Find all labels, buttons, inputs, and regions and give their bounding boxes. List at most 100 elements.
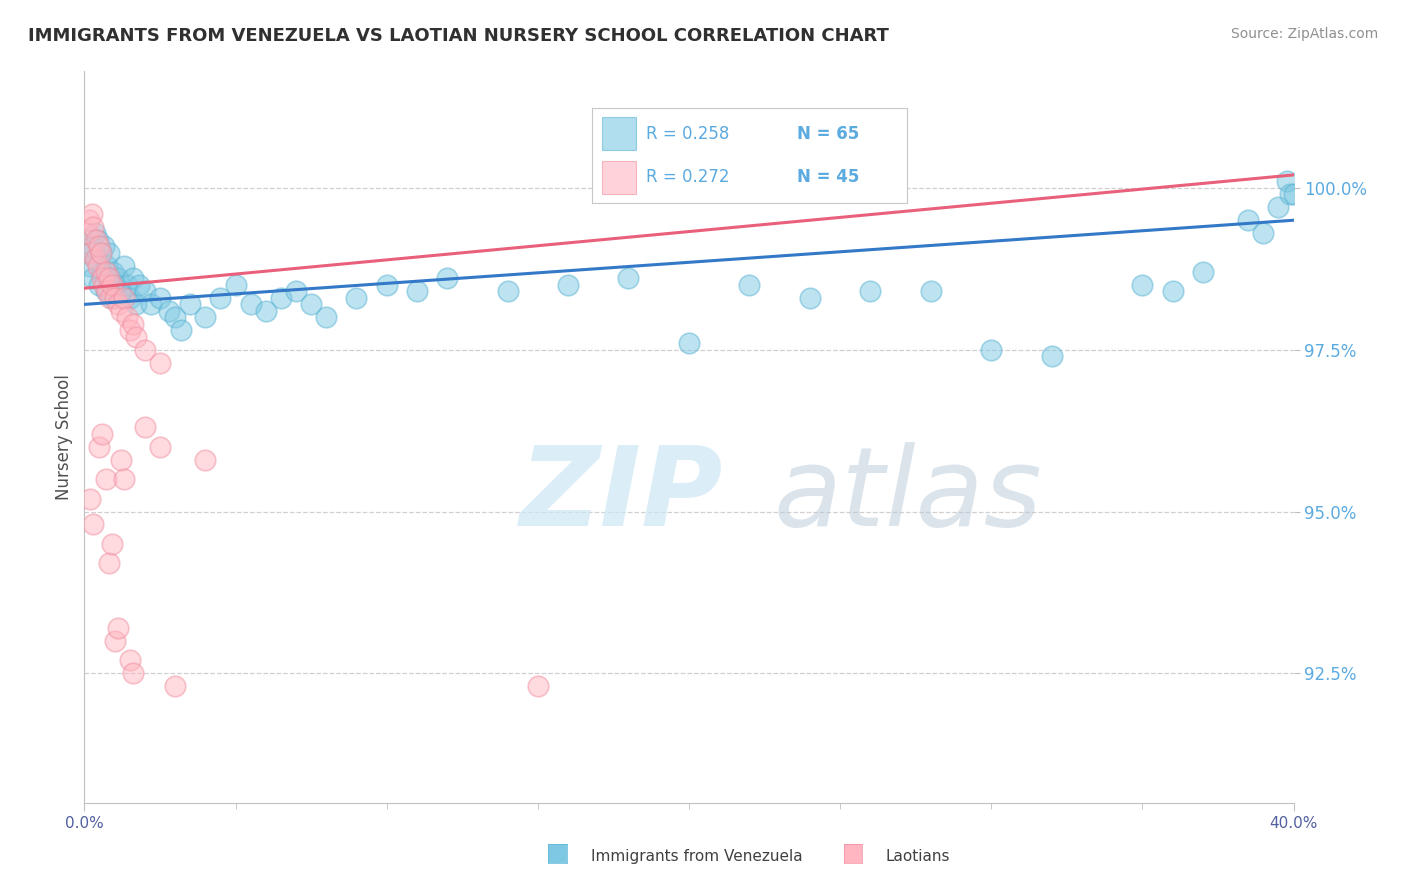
Point	[239, 297, 262, 311]
Point	[112, 291, 135, 305]
Point	[112, 472, 135, 486]
Point	[1040, 349, 1063, 363]
Point	[194, 310, 217, 325]
Point	[93, 277, 115, 292]
Point	[97, 245, 120, 260]
Point	[77, 213, 100, 227]
Point	[738, 277, 761, 292]
Point	[104, 291, 127, 305]
Point	[375, 277, 398, 292]
Text: Laotians: Laotians	[886, 849, 950, 863]
Point	[1237, 213, 1260, 227]
Point	[94, 265, 117, 279]
Point	[86, 233, 108, 247]
Point	[89, 239, 111, 253]
Point	[121, 271, 143, 285]
Point	[270, 291, 292, 305]
Point	[980, 343, 1002, 357]
Point	[285, 285, 308, 299]
Point	[100, 277, 122, 292]
Point	[87, 233, 110, 247]
Point	[121, 317, 143, 331]
Point	[139, 297, 162, 311]
Point	[1253, 226, 1275, 240]
Point	[799, 291, 821, 305]
Point	[149, 356, 172, 370]
Text: ZIP: ZIP	[520, 442, 723, 549]
Point	[98, 271, 121, 285]
Text: atlas: atlas	[773, 442, 1042, 549]
Point	[496, 285, 519, 299]
Point	[79, 491, 101, 506]
Point	[84, 226, 107, 240]
Point	[91, 271, 114, 285]
Point	[82, 219, 104, 234]
Point	[254, 303, 277, 318]
Point	[110, 285, 132, 299]
Point	[104, 277, 127, 292]
Point	[104, 634, 127, 648]
Point	[920, 285, 942, 299]
Point	[107, 621, 129, 635]
Point	[100, 291, 122, 305]
Point	[110, 303, 132, 318]
Point	[121, 666, 143, 681]
Point	[96, 259, 118, 273]
Point	[118, 291, 141, 305]
Point	[86, 252, 108, 266]
Point	[97, 271, 120, 285]
Point	[94, 472, 117, 486]
Point	[209, 291, 232, 305]
Point	[94, 285, 117, 299]
Point	[79, 259, 101, 273]
Point	[165, 310, 187, 325]
Point	[527, 679, 550, 693]
Point	[112, 259, 135, 273]
Point	[134, 420, 156, 434]
Point	[1277, 174, 1299, 188]
Point	[1279, 187, 1302, 202]
Point	[194, 452, 217, 467]
Point	[91, 426, 114, 441]
Point	[118, 653, 141, 667]
Point	[149, 440, 172, 454]
Point	[97, 557, 120, 571]
Point	[80, 239, 103, 253]
Point	[82, 517, 104, 532]
Point	[157, 303, 180, 318]
Point	[80, 207, 103, 221]
Point	[125, 330, 148, 344]
Point	[134, 343, 156, 357]
Text: IMMIGRANTS FROM VENEZUELA VS LAOTIAN NURSERY SCHOOL CORRELATION CHART: IMMIGRANTS FROM VENEZUELA VS LAOTIAN NUR…	[28, 27, 889, 45]
Point	[93, 239, 115, 253]
Point	[118, 323, 141, 337]
Point	[225, 277, 247, 292]
Point	[100, 537, 122, 551]
Point	[179, 297, 201, 311]
Point	[110, 452, 132, 467]
Point	[617, 271, 640, 285]
Point	[406, 285, 429, 299]
Point	[76, 226, 98, 240]
Point	[165, 679, 187, 693]
Point	[107, 297, 129, 311]
Point	[82, 271, 104, 285]
Point	[128, 277, 150, 292]
Y-axis label: Nursery School: Nursery School	[55, 374, 73, 500]
Point	[1192, 265, 1215, 279]
Point	[90, 245, 112, 260]
Point	[678, 336, 700, 351]
Point	[299, 297, 322, 311]
Point	[315, 310, 337, 325]
Point	[1161, 285, 1184, 299]
Point	[96, 285, 118, 299]
Point	[87, 259, 110, 273]
Point	[436, 271, 458, 285]
Point	[89, 277, 111, 292]
Text: Immigrants from Venezuela: Immigrants from Venezuela	[591, 849, 803, 863]
Point	[1132, 277, 1154, 292]
Point	[557, 277, 579, 292]
Point	[859, 285, 882, 299]
Point	[89, 440, 111, 454]
Point	[170, 323, 193, 337]
